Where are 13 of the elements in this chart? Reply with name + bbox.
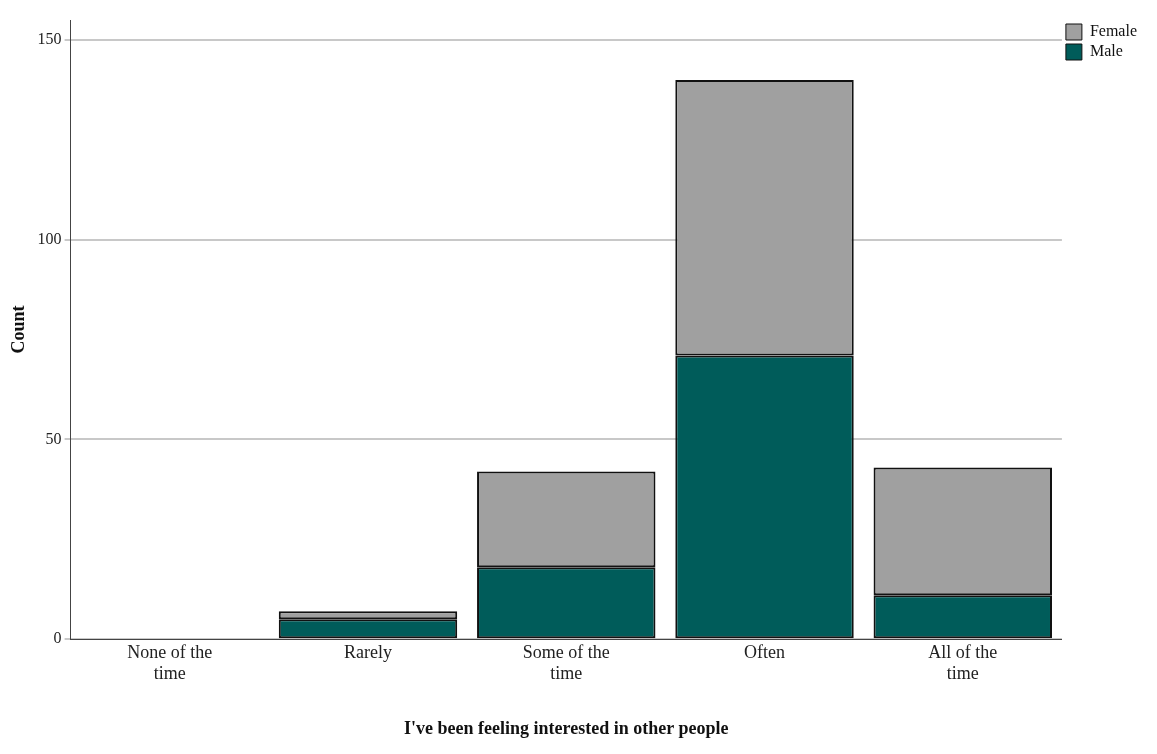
x-tick-label: All of the time xyxy=(928,641,998,684)
legend-label: Male xyxy=(1089,42,1123,60)
y-tick-label: 50 xyxy=(45,429,62,447)
legend-label: Female xyxy=(1089,22,1137,40)
y-axis-title: Count xyxy=(8,305,29,354)
y-tick-label: 150 xyxy=(37,30,62,48)
y-tick-label: 0 xyxy=(53,629,62,647)
x-tick-label: None of the time xyxy=(127,641,213,684)
x-tick-label: Often xyxy=(744,641,786,662)
x-axis-title: I've been feeling interested in other people xyxy=(404,717,729,738)
x-tick-label: Some of the time xyxy=(522,641,610,684)
x-tick-label: Rarely xyxy=(344,641,392,662)
y-tick-label: 100 xyxy=(37,229,62,247)
